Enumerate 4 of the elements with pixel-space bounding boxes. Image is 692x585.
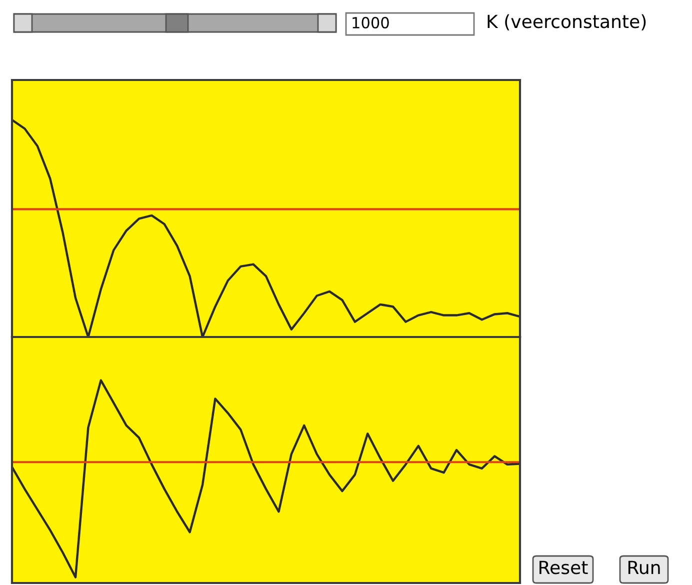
text: Reset (540, 560, 588, 574)
text: K (veerconstante) (488, 14, 646, 30)
text: Run (628, 560, 660, 574)
text: 1000 (352, 16, 389, 28)
